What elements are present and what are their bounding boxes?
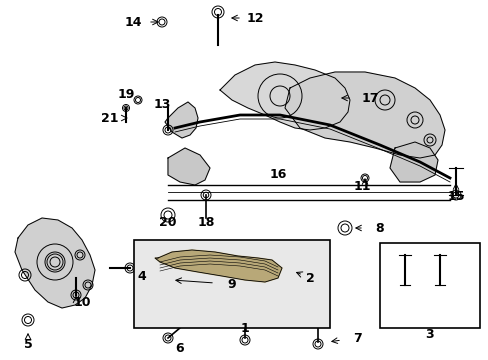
Polygon shape xyxy=(220,62,349,130)
Bar xyxy=(134,240,329,328)
Text: 15: 15 xyxy=(447,189,464,202)
Text: 20: 20 xyxy=(159,216,176,229)
Text: 9: 9 xyxy=(227,279,236,292)
Polygon shape xyxy=(164,102,198,138)
Text: 18: 18 xyxy=(197,216,214,229)
Text: 17: 17 xyxy=(361,91,378,104)
Text: 13: 13 xyxy=(153,99,170,112)
Text: 14: 14 xyxy=(124,15,142,28)
Text: 11: 11 xyxy=(352,180,370,193)
Text: 7: 7 xyxy=(353,332,362,345)
Text: 5: 5 xyxy=(23,338,32,351)
Polygon shape xyxy=(285,72,444,158)
Polygon shape xyxy=(389,142,437,182)
Text: 1: 1 xyxy=(240,321,249,334)
Text: 12: 12 xyxy=(246,12,263,24)
Text: 21: 21 xyxy=(101,112,119,125)
Text: 3: 3 xyxy=(425,328,433,342)
Text: 19: 19 xyxy=(117,89,134,102)
Text: 16: 16 xyxy=(269,167,286,180)
Text: 8: 8 xyxy=(375,221,384,234)
Polygon shape xyxy=(15,218,95,308)
Text: 6: 6 xyxy=(175,342,184,355)
Polygon shape xyxy=(155,250,282,282)
Text: 2: 2 xyxy=(305,271,314,284)
Bar xyxy=(379,243,479,328)
Polygon shape xyxy=(168,148,209,185)
Text: 4: 4 xyxy=(137,270,146,283)
Text: 10: 10 xyxy=(73,296,91,309)
